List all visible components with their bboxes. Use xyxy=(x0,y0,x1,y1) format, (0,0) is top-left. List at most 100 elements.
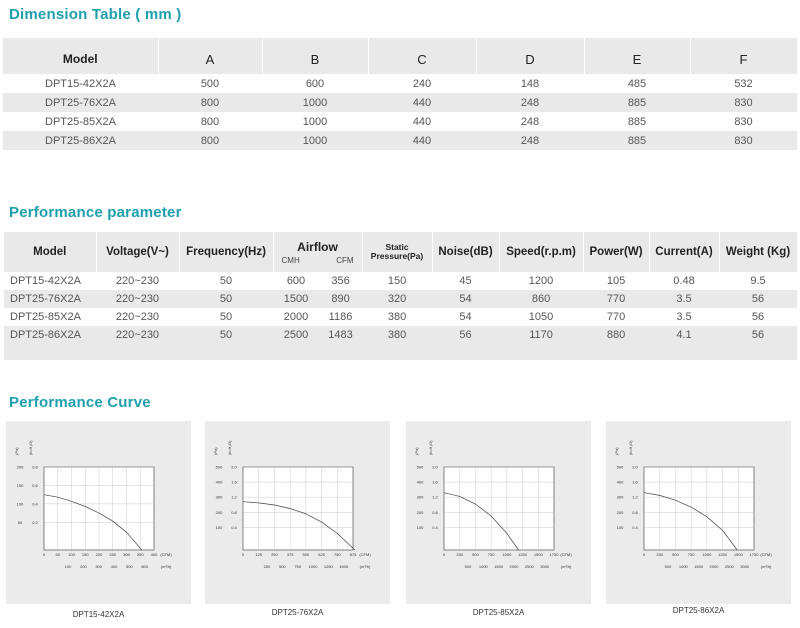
table-cell: 220~230 xyxy=(96,272,179,290)
table-cell: DPT25-85X2A xyxy=(3,112,158,131)
curve-label-1: DPT15-42X2A xyxy=(72,610,125,619)
perf-header-voltage: Voltage(V~) xyxy=(96,232,180,272)
table-row: DPT25-86X2A 220~230 50 2500 1483 380 56 1170 880… xyxy=(4,326,798,344)
y-tick-inh2o: 1.6 xyxy=(632,480,638,485)
table-cell: 2500 xyxy=(273,326,319,344)
dimension-header-row: Model A B C D E F xyxy=(3,38,798,74)
table-cell: 0.48 xyxy=(649,272,720,290)
table-cell: 56 xyxy=(719,308,798,326)
x-tick-m3h: 750 xyxy=(294,564,301,569)
table-cell: 45 xyxy=(432,272,500,290)
table-cell: 4.1 xyxy=(649,326,720,344)
curve-panel-4: (Pa) (in.H₂O) 500 2.0 400 1.6 300 1.2 200 0.8 100 0… xyxy=(606,421,791,604)
x-tick-m3h: 1000 xyxy=(679,564,689,569)
x-tick-cfm: 875 xyxy=(350,552,357,557)
y-tick-inh2o: 0.4 xyxy=(231,525,237,530)
x-tick-m3h: 2000 xyxy=(510,564,520,569)
table-cell: 248 xyxy=(476,112,584,131)
x-tick-m3h: 500 xyxy=(279,564,286,569)
table-cell: 880 xyxy=(583,326,650,344)
table-cell: 800 xyxy=(158,112,262,131)
x-tick-cfm: 1500 xyxy=(534,552,544,557)
perf-header-power: Power(W) xyxy=(583,232,650,272)
table-cell: 220~230 xyxy=(96,308,179,326)
x-tick-m3h: 500 xyxy=(126,564,133,569)
table-cell: 356 xyxy=(319,272,363,290)
table-cell: DPT15-42X2A xyxy=(4,272,96,290)
curve-panel-1: (Pa) (in.H₂O) 200 0.8 150 0.6 100 0.4 50 0.2 0 50 10… xyxy=(6,421,191,604)
x-tick-cfm: 500 xyxy=(672,552,679,557)
performance-curve-line xyxy=(242,501,356,551)
table-cell: 54 xyxy=(432,308,500,326)
x-unit-m3h: (m³/h) xyxy=(161,564,172,569)
x-tick-cfm: 200 xyxy=(96,552,103,557)
x-tick-cfm: 500 xyxy=(472,552,479,557)
performance-table: Model Voltage(V~) Frequency(Hz) Airflow … xyxy=(4,232,798,360)
y-tick-pa: 200 xyxy=(17,465,24,470)
y-unit-inh2o: (in.H₂O) xyxy=(227,440,232,455)
y-tick-pa: 100 xyxy=(417,525,424,530)
table-cell: DPT15-42X2A xyxy=(3,74,158,93)
curve-panel-2: (Pa) (in.H₂O) 500 2.0 400 1.6 300 1.2 200 0.8 100 0… xyxy=(205,421,390,604)
perf-header-current: Current(A) xyxy=(649,232,720,272)
table-cell: 248 xyxy=(476,131,584,150)
y-tick-inh2o: 1.2 xyxy=(432,495,438,500)
dimension-table-title: Dimension Table ( mm ) xyxy=(9,6,182,23)
y-tick-inh2o: 0.2 xyxy=(32,520,38,525)
x-tick-m3h: 500 xyxy=(665,564,672,569)
perf-header-weight: Weight (Kg) xyxy=(719,232,798,272)
table-cell: 56 xyxy=(432,326,500,344)
y-tick-pa: 400 xyxy=(617,480,624,485)
x-unit-cfm: (CFM) xyxy=(160,552,172,557)
x-tick-cfm: 375 xyxy=(287,552,294,557)
table-cell: 56 xyxy=(719,290,798,308)
dim-header-c: C xyxy=(368,38,477,74)
x-tick-cfm: 350 xyxy=(137,552,144,557)
dim-header-d: D xyxy=(476,38,585,74)
curve-label-2: DPT25-76X2A xyxy=(271,608,324,617)
y-tick-pa: 500 xyxy=(417,465,424,470)
x-tick-m3h: 1500 xyxy=(494,564,504,569)
x-tick-m3h: 300 xyxy=(95,564,102,569)
y-tick-pa: 200 xyxy=(617,510,624,515)
x-tick-cfm: 250 xyxy=(109,552,116,557)
table-footer-band xyxy=(4,344,798,360)
table-cell: 1500 xyxy=(273,290,319,308)
y-unit-inh2o: (in.H₂O) xyxy=(628,440,633,455)
x-tick-cfm: 300 xyxy=(123,552,130,557)
table-row: DPT15-42X2A 220~230 50 600 356 150 45 1200 105 0.… xyxy=(4,272,798,290)
table-cell: 220~230 xyxy=(96,326,179,344)
curve-label-3: DPT25-85X2A xyxy=(472,608,525,617)
y-tick-pa: 100 xyxy=(216,525,223,530)
y-tick-pa: 150 xyxy=(17,483,24,488)
airflow-label: Airflow xyxy=(297,239,338,254)
table-cell: 830 xyxy=(690,131,797,150)
table-cell: 54 xyxy=(432,290,500,308)
x-tick-cfm: 500 xyxy=(303,552,310,557)
x-tick-m3h: 1000 xyxy=(309,564,319,569)
table-row: DPT25-85X2A 800 1000 440 248 885 830 xyxy=(3,112,797,131)
x-tick-cfm: 400 xyxy=(151,552,158,557)
dimension-table: Model A B C D E F DPT15-42X2A 500 600 24… xyxy=(3,38,798,150)
table-cell: 1000 xyxy=(262,131,368,150)
table-cell: 440 xyxy=(368,93,476,112)
x-tick-cfm: 0 xyxy=(643,552,646,557)
table-row: DPT25-86X2A 800 1000 440 248 885 830 xyxy=(3,131,797,150)
x-tick-cfm: 250 xyxy=(456,552,463,557)
y-tick-pa: 500 xyxy=(216,465,223,470)
x-tick-m3h: 500 xyxy=(465,564,472,569)
table-cell: 440 xyxy=(368,112,476,131)
table-cell: 150 xyxy=(362,272,433,290)
x-tick-m3h: 3000 xyxy=(540,564,550,569)
x-tick-cfm: 750 xyxy=(488,552,495,557)
x-tick-m3h: 200 xyxy=(80,564,87,569)
x-tick-cfm: 125 xyxy=(255,552,262,557)
y-unit-pa: (Pa) xyxy=(213,447,218,455)
y-tick-inh2o: 1.6 xyxy=(432,480,438,485)
y-tick-pa: 50 xyxy=(18,520,23,525)
table-cell: 380 xyxy=(362,326,433,344)
performance-table-title: Performance parameter xyxy=(9,204,182,221)
